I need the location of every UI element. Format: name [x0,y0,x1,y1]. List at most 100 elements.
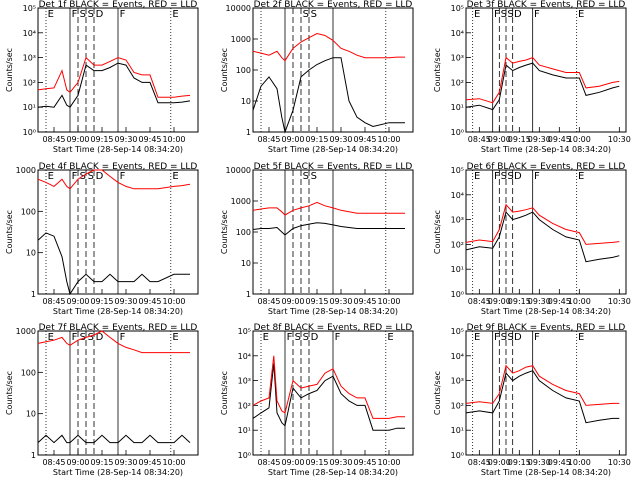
event-marker-letter: S [295,332,301,343]
x-tick-label: 09:45 [138,297,161,306]
chart-panel-2: Det 2f BLACK = Events, RED = LLD 1 10 100 10… [220,0,414,154]
event-marker-letter: F [72,171,78,182]
event-marker-letter: S [501,9,507,20]
y-tick-label: 10000 [226,166,251,175]
y-tick-label: 10² [238,401,251,410]
x-tick-label: 08:45 [468,297,491,306]
chart-title: Det 4f BLACK = Events, RED = LLD [39,162,198,172]
chart-panel-9: Det 9f BLACK = Events, RED = LLD 10⁰ 10¹ 10… [433,323,631,477]
event-marker-letter: E [48,171,54,182]
y-tick-label: 1000 [16,327,36,336]
x-tick-label: 09:15 [305,135,328,144]
x-axis-label: Start Time (28-Sep-14 08:34:20) [268,468,398,477]
y-tick-label: 10¹ [451,426,464,435]
event-marker-letter: D [96,171,104,182]
x-tick-label: 09:45 [353,135,376,144]
x-tick-label: 09:30 [329,297,352,306]
y-tick-label: 10³ [238,377,251,386]
events-series-line [252,222,405,236]
x-tick-label: 08:45 [468,458,491,467]
x-axis-label: Start Time (28-Sep-14 08:34:20) [268,145,398,154]
events-series-line [465,370,620,424]
y-tick-label: 10² [451,401,464,410]
event-marker-letter: S [88,9,94,20]
x-tick-label: 08:45 [257,135,280,144]
event-marker-letter: S [88,332,94,343]
x-tick-label: 09:15 [508,458,531,467]
event-marker-letter: E [48,9,54,20]
x-tick-label: 09:00 [66,297,89,306]
x-tick-label: 09:30 [329,458,352,467]
y-tick-label: 10⁴ [451,29,464,38]
events-series-line [37,434,191,444]
y-tick-label: 10⁰ [451,451,464,460]
y-tick-label: 10⁴ [451,352,464,361]
x-tick-label: 09:00 [488,458,511,467]
y-tick-label: 10³ [451,216,464,225]
event-marker-letter: E [172,9,178,20]
event-marker-letter: S [507,171,513,182]
chart-panel-3: Det 3f BLACK = Events, RED = LLD 10⁰ 10¹ 10… [433,0,631,154]
y-tick-label: 10¹ [451,103,464,112]
events-series-line [252,363,405,431]
y-axis-label: Counts/sec [5,48,14,92]
y-tick-label: 100 [236,228,251,237]
lld-series-line [465,364,620,406]
events-series-line [37,62,191,108]
y-tick-label: 10² [451,240,464,249]
event-marker-letter: F [120,332,126,343]
x-tick-label: 10:30 [608,297,631,306]
y-tick-label: 1000 [231,35,251,44]
event-marker-letter: S [501,171,507,182]
x-tick-label: 09:00 [281,297,304,306]
event-marker-letter: E [48,332,54,343]
lld-series-line [252,201,405,216]
x-tick-label: 09:15 [90,135,113,144]
event-marker-letter: F [72,332,78,343]
x-axis-label: Start Time (28-Sep-14 08:34:20) [481,145,611,154]
event-marker-letter: F [120,9,126,20]
y-tick-label: 10 [26,410,36,419]
event-marker-letter: D [96,9,104,20]
event-marker-letter: F [72,9,78,20]
x-tick-label: 08:45 [468,135,491,144]
event-marker-letter: F [534,332,540,343]
lld-series-line [37,56,191,98]
x-tick-label: 09:15 [90,458,113,467]
event-marker-letter: S [507,9,513,20]
x-tick-label: 08:45 [42,297,65,306]
y-axis-label: Counts/sec [433,48,442,92]
x-tick-label: 09:00 [488,135,511,144]
y-tick-label: 10 [26,249,36,258]
chart-title: Det 3f BLACK = Events, RED = LLD [467,0,626,10]
event-marker-letter: S [311,9,317,20]
chart-panel-8: Det 8f BLACK = Events, RED = LLD 10⁰ 10¹ 10… [220,323,414,477]
chart-panel-7: Det 7f BLACK = Events, RED = LLD 1 10 100 10… [5,323,199,477]
y-tick-label: 10⁴ [23,29,36,38]
y-tick-label: 10⁰ [23,128,36,137]
x-tick-label: 10:00 [568,297,591,306]
y-tick-label: 10⁰ [238,451,251,460]
event-marker-letter: F [494,9,500,20]
chart-title: Det 5f BLACK = Events, RED = LLD [254,162,413,172]
y-axis-label: Counts/sec [220,48,229,92]
chart-title: Det 7f BLACK = Events, RED = LLD [39,323,198,333]
y-tick-label: 10⁵ [23,4,36,13]
x-tick-label: 09:45 [548,135,571,144]
y-tick-label: 10³ [451,377,464,386]
y-tick-label: 10⁴ [238,352,251,361]
event-marker-letter: F [120,171,126,182]
event-marker-letter: F [534,171,540,182]
x-tick-label: 10:00 [568,458,591,467]
y-axis-label: Counts/sec [5,210,14,254]
event-marker-letter: E [172,332,178,343]
event-marker-letter: S [303,171,309,182]
y-tick-label: 10000 [226,4,251,13]
lld-series-line [37,330,190,354]
event-marker-letter: S [80,9,86,20]
lld-series-line [252,355,405,419]
event-marker-letter: F [494,171,500,182]
event-marker-letter: S [80,332,86,343]
x-tick-label: 08:45 [42,135,65,144]
y-tick-label: 1 [246,290,251,299]
